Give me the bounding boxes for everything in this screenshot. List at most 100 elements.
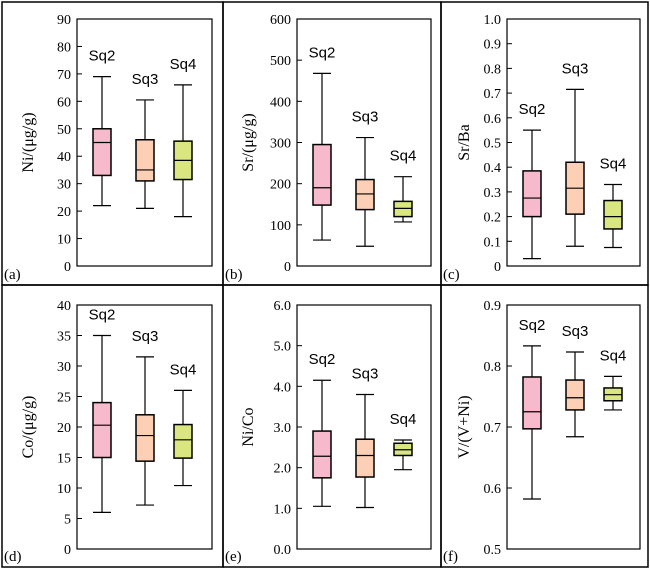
- iqr-box: [603, 199, 623, 230]
- chart-panel-e: 0.0 1.0 2.0 3.0 4.0 5.0 6.0 Ni/Co (e) Sq2 Sq3 Sq4: [222, 284, 442, 568]
- y-tick-label: 0.6: [484, 482, 502, 497]
- y-tick-label: 15: [57, 452, 71, 467]
- box-sq2: Sq2: [309, 44, 336, 241]
- panel-letter: (e): [225, 549, 242, 565]
- panel-frame: [440, 284, 649, 568]
- y-tick-label: 5: [64, 513, 71, 528]
- iqr-box: [355, 438, 375, 478]
- group-label-sq2: Sq2: [89, 307, 116, 324]
- y-tick-label: 100: [270, 219, 291, 234]
- chart-panel-b: 0 100 200 300 400 500 600 Sr/(μg/g) (b) Sq2 Sq3 Sq4: [222, 1, 442, 286]
- box-sq4: Sq4: [390, 148, 416, 223]
- panel-letter: (c): [443, 267, 460, 283]
- group-label-sq4: Sq4: [390, 411, 417, 428]
- y-tick-label: 10: [57, 482, 71, 497]
- y-tick-label: 0.3: [484, 186, 502, 201]
- iqr-box: [92, 401, 112, 459]
- y-tick-label: 25: [57, 391, 71, 406]
- y-axis-title: V/(V+Ni): [456, 395, 473, 458]
- group-label-sq4: Sq4: [600, 347, 627, 364]
- iqr-box: [312, 143, 332, 206]
- box-sq2: Sq2: [89, 307, 116, 514]
- y-tick-label: 10: [57, 233, 71, 248]
- iqr-box: [135, 139, 155, 182]
- y-tick-label: 200: [270, 178, 291, 193]
- box-sq4: Sq4: [170, 361, 197, 487]
- y-tick-label: 30: [57, 178, 71, 193]
- y-tick-label: 30: [57, 360, 71, 375]
- y-axis-title: Co/(μg/g): [20, 396, 37, 459]
- y-tick-label: 6.0: [274, 299, 292, 314]
- y-tick-label: 40: [57, 150, 71, 165]
- y-tick-label: 50: [57, 123, 71, 138]
- box-sq2: Sq2: [519, 317, 546, 500]
- y-tick-label: 35: [57, 330, 71, 345]
- chart-panel-a: 0 10 20 30 40 50 60 70 80 90 Ni/(μg/g) (a) Sq2 Sq3 Sq4: [1, 1, 224, 286]
- iqr-box: [355, 178, 375, 211]
- group-label-sq2: Sq2: [519, 101, 546, 118]
- y-tick-label: 300: [270, 137, 291, 152]
- chart-panel-c: 0 0.1 0.2 0.3 0.4 0.5 0.6 0.7 0.8 0.9 1.0 Sr/Ba (c) S…: [440, 1, 649, 286]
- y-tick-label: 0: [64, 543, 71, 558]
- y-tick-label: 4.0: [274, 380, 292, 395]
- chart-panel-d: 0 5 10 15 20 25 30 35 40 Co/(μg/g) (d) Sq2 Sq3 Sq4: [1, 284, 224, 568]
- y-tick-label: 60: [57, 95, 71, 110]
- group-label-sq3: Sq3: [132, 328, 159, 345]
- plot-area-border: [76, 18, 213, 267]
- y-axis-title: Ni/Co: [240, 407, 257, 446]
- y-tick-label: 0.2: [484, 211, 502, 226]
- y-tick-label: 600: [270, 13, 291, 28]
- y-tick-label: 0.1: [484, 235, 502, 250]
- y-tick-label: 500: [270, 54, 291, 69]
- group-label-sq2: Sq2: [519, 317, 546, 334]
- panel-letter: (f): [443, 549, 458, 565]
- y-tick-label: 1.0: [274, 502, 292, 517]
- iqr-box: [522, 376, 542, 430]
- y-tick-label: 20: [57, 421, 71, 436]
- group-label-sq3: Sq3: [352, 365, 379, 382]
- iqr-box: [312, 430, 332, 479]
- y-tick-label: 0.5: [484, 543, 502, 558]
- iqr-box: [393, 200, 413, 218]
- panel-letter: (b): [225, 267, 243, 283]
- group-label-sq3: Sq3: [562, 323, 589, 340]
- y-tick-label: 1.0: [484, 13, 502, 28]
- group-label-sq4: Sq4: [170, 361, 197, 378]
- iqr-box: [92, 128, 112, 177]
- box-sq4: Sq4: [170, 56, 196, 218]
- y-tick-label: 70: [57, 68, 71, 83]
- group-label-sq2: Sq2: [309, 44, 336, 61]
- group-label-sq4: Sq4: [600, 155, 627, 172]
- panel-letter: (a): [4, 267, 21, 283]
- y-tick-label: 0.4: [484, 161, 502, 176]
- group-label-sq3: Sq3: [562, 60, 589, 77]
- box-sq3: Sq3: [352, 109, 379, 247]
- y-tick-label: 2.0: [274, 462, 292, 477]
- box-sq3: Sq3: [562, 60, 589, 247]
- y-tick-label: 0.6: [484, 112, 502, 127]
- y-tick-label: 5.0: [274, 340, 292, 355]
- group-label-sq2: Sq2: [309, 351, 336, 368]
- box-sq2: Sq2: [309, 351, 336, 507]
- y-tick-label: 20: [57, 205, 71, 220]
- iqr-box: [565, 379, 585, 411]
- y-tick-label: 0.8: [484, 62, 502, 77]
- chart-panel-f: 0.5 0.6 0.7 0.8 0.9 V/(V+Ni) (f) Sq2 Sq3 Sq4: [440, 284, 649, 568]
- y-tick-label: 0.7: [484, 87, 502, 102]
- y-axis-title: Sr/(μg/g): [240, 113, 257, 171]
- y-tick-label: 3.0: [274, 421, 292, 436]
- group-label-sq2: Sq2: [89, 48, 116, 65]
- box-sq2: Sq2: [89, 48, 116, 207]
- box-sq3: Sq3: [132, 328, 159, 506]
- box-sq4: Sq4: [600, 347, 627, 411]
- group-label-sq3: Sq3: [352, 109, 379, 126]
- y-tick-label: 400: [270, 95, 291, 110]
- y-tick-label: 0.9: [484, 299, 502, 314]
- box-sq3: Sq3: [352, 365, 379, 509]
- panel-letter: (d): [4, 549, 22, 565]
- y-tick-label: 90: [57, 13, 71, 28]
- box-sq3: Sq3: [562, 323, 589, 438]
- y-tick-label: 40: [57, 299, 71, 314]
- y-tick-label: 0.9: [484, 38, 502, 53]
